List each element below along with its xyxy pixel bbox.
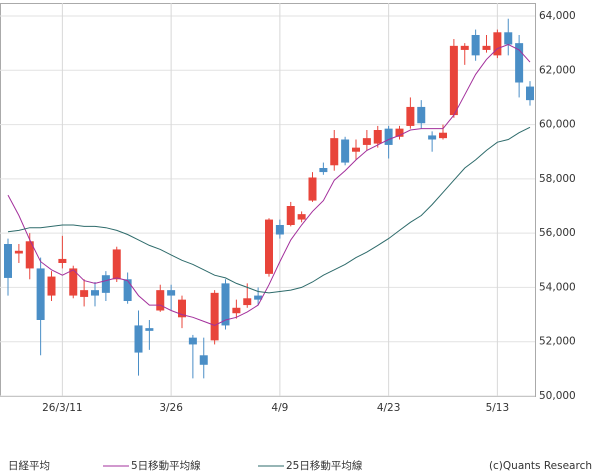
candle-body [36, 268, 45, 320]
candle-body [69, 268, 78, 296]
y-tick-label: 60,000 [539, 119, 576, 131]
candle-body [526, 86, 534, 101]
candle-body [254, 295, 263, 300]
x-tick-label: 3/26 [159, 402, 183, 414]
moving-average-line [7, 43, 531, 326]
candle-body [58, 258, 67, 263]
x-tick-label: 4/23 [377, 402, 401, 414]
candle-body [406, 106, 415, 126]
candle-body [178, 299, 186, 318]
candle-body [243, 298, 252, 306]
candle-body [286, 206, 295, 225]
candle-body [112, 249, 121, 280]
candle-body [395, 128, 404, 137]
candle-body [504, 32, 513, 45]
candle-body [221, 283, 230, 326]
candle-body [265, 219, 273, 274]
candle-body [4, 244, 12, 278]
candle-body [417, 106, 426, 124]
candle-body [210, 292, 219, 341]
candle-body [428, 135, 437, 140]
candle-body [232, 307, 241, 314]
candle-body [439, 132, 447, 139]
legend-label: 25日移動平均線 [286, 459, 363, 472]
candle-body [25, 241, 34, 269]
candle-body [275, 225, 284, 235]
y-tick-label: 50,000 [539, 390, 576, 402]
y-tick-label: 56,000 [539, 227, 576, 239]
candle-body [319, 168, 328, 173]
candle-body [145, 328, 154, 331]
candle-body [188, 337, 197, 345]
candle-body [101, 275, 110, 293]
y-tick-label: 64,000 [539, 10, 576, 22]
candle-body [167, 290, 176, 296]
candle-body [471, 35, 480, 56]
candle-body [384, 128, 393, 145]
x-tick-label: 5/13 [486, 402, 510, 414]
candle-body [362, 138, 371, 145]
candle-body [14, 250, 23, 254]
credit: (c)Quants Research [489, 460, 592, 472]
candle-body [156, 290, 165, 311]
x-tick-label: 26/3/11 [42, 402, 82, 414]
candle-body [493, 32, 502, 56]
candle-body [460, 45, 469, 50]
candle-body [482, 45, 491, 50]
candle-body [199, 355, 208, 365]
candle-body [47, 276, 56, 296]
legend-label: 5日移動平均線 [131, 459, 201, 472]
candle-body [373, 130, 382, 144]
candle-body [352, 147, 360, 152]
y-tick-label: 62,000 [539, 64, 576, 76]
plot-frame [0, 3, 536, 397]
candle-body [449, 45, 458, 116]
y-tick-label: 54,000 [539, 281, 576, 293]
candle-body [80, 290, 89, 297]
moving-average-line [7, 126, 531, 294]
candle-body [91, 290, 99, 296]
candle-body [297, 214, 306, 220]
legend-label: 日経平均 [8, 459, 50, 472]
candle-body [330, 138, 339, 166]
candle-body [123, 279, 132, 301]
candle-body [341, 139, 350, 163]
y-tick-label: 58,000 [539, 173, 576, 185]
candle-body [515, 43, 524, 83]
y-tick-label: 52,000 [539, 336, 576, 348]
x-tick-label: 4/9 [271, 402, 288, 414]
candle-body [308, 177, 317, 201]
candle-body [134, 325, 143, 353]
